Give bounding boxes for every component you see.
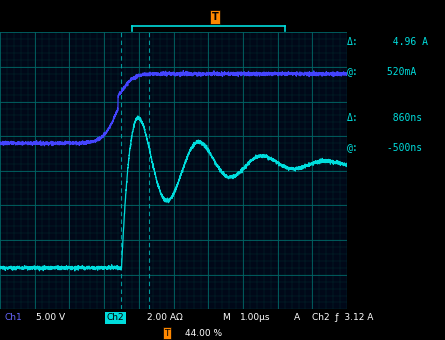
- Text: Stop: Stop: [31, 15, 57, 24]
- Text: T: T: [164, 329, 170, 338]
- Text: @:: @:: [347, 67, 359, 77]
- Text: Tek: Tek: [4, 15, 24, 24]
- Text: @:: @:: [347, 143, 359, 153]
- Text: 44.00 %: 44.00 %: [185, 329, 222, 338]
- Text: 520mA: 520mA: [381, 67, 417, 77]
- Text: 5.00 V: 5.00 V: [36, 313, 65, 322]
- Text: A: A: [294, 313, 300, 322]
- Text: 1.00µs: 1.00µs: [240, 313, 271, 322]
- Text: Δ:: Δ:: [347, 113, 359, 123]
- Text: 4.96 A: 4.96 A: [381, 37, 429, 47]
- Text: Ch2: Ch2: [107, 313, 125, 322]
- Text: Ch1: Ch1: [4, 313, 22, 322]
- Text: M: M: [222, 313, 230, 322]
- Text: 860ns: 860ns: [381, 113, 422, 123]
- Text: -500ns: -500ns: [381, 143, 422, 153]
- Text: 2.00 AΩ: 2.00 AΩ: [147, 313, 182, 322]
- Text: T: T: [212, 12, 218, 22]
- Text: Δ:: Δ:: [347, 37, 359, 47]
- Text: Ch2  ƒ  3.12 A: Ch2 ƒ 3.12 A: [312, 313, 373, 322]
- Text: ◄: ◄: [0, 339, 1, 340]
